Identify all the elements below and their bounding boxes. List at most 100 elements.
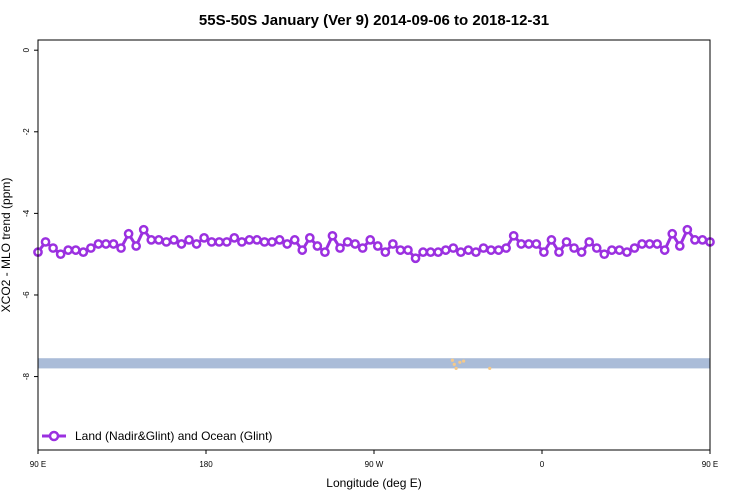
series-point [561, 237, 572, 247]
series-point [380, 247, 391, 257]
x-tick-label-1: 180 [199, 460, 213, 469]
series-point [584, 237, 595, 247]
series-point [304, 233, 315, 243]
series-point [622, 247, 632, 257]
y-tick-label-2: -4 [22, 209, 31, 217]
land-highlight-point-2 [454, 366, 458, 371]
series-point [546, 235, 557, 245]
x-tick-label-2: 90 W [365, 460, 384, 469]
series-point [48, 243, 58, 253]
series-point [161, 237, 172, 247]
series-point [40, 237, 51, 247]
series-point [659, 245, 670, 255]
series-point [350, 239, 360, 249]
series-point [131, 241, 142, 251]
series-point [697, 235, 708, 245]
land-highlight-point-5 [488, 366, 492, 371]
y-axis: 0 -2 -4 -6 -8 [22, 47, 38, 380]
series-point [516, 239, 527, 249]
y-tick-label-3: -6 [22, 291, 31, 299]
x-tick-label-3: 0 [540, 460, 545, 469]
x-axis: 90 E 180 90 W 0 90 E [30, 450, 718, 469]
series-point [455, 247, 466, 257]
series-point [478, 243, 489, 253]
series-point [289, 235, 300, 245]
series-point [440, 245, 451, 255]
y-axis-label: XCO2 - MLO trend (ppm) [0, 178, 13, 313]
series-point [410, 253, 421, 264]
series-point [138, 224, 149, 235]
x-tick-label-4: 90 E [702, 460, 718, 469]
series-point [252, 235, 262, 245]
series-point [297, 245, 308, 255]
series-point [395, 245, 406, 255]
series-point [682, 224, 693, 235]
series-point [637, 239, 647, 249]
series-point [169, 235, 179, 245]
series-point [523, 239, 534, 249]
series-point [101, 239, 111, 249]
series-point [259, 237, 270, 247]
series-point [629, 243, 640, 253]
series-point [372, 241, 383, 251]
series-point [327, 230, 338, 241]
series-point [599, 249, 610, 260]
series-point [433, 247, 444, 257]
series-point [63, 245, 74, 255]
series-point [267, 237, 277, 247]
series-point [146, 235, 157, 245]
series-point [539, 247, 549, 257]
legend: Land (Nadir&Glint) and Ocean (Glint) [42, 429, 272, 443]
series-point [191, 239, 202, 249]
series-point [153, 235, 164, 245]
series-point [667, 228, 678, 239]
series-point [674, 241, 685, 251]
series-point [335, 243, 345, 253]
series-point [206, 237, 217, 247]
series-point [463, 245, 474, 255]
series-point [221, 237, 232, 247]
series-point [418, 247, 428, 257]
series-point [644, 239, 655, 249]
series-point [229, 233, 240, 243]
series-point [116, 243, 126, 253]
series-point [93, 239, 104, 249]
series-point [320, 247, 330, 257]
series-point [282, 239, 293, 249]
series-point [591, 243, 602, 253]
series-point [448, 243, 459, 253]
series-point [606, 245, 617, 255]
legend-marker [48, 430, 60, 442]
series-point [312, 241, 323, 251]
land-highlight-point-0 [450, 358, 454, 362]
series-point [569, 243, 579, 253]
series-point [70, 245, 81, 255]
land-highlight-layer [450, 358, 492, 371]
series-point [531, 239, 542, 249]
series-point [614, 245, 625, 255]
series-point [274, 235, 285, 245]
series-point [486, 245, 496, 255]
series-point [690, 235, 700, 245]
chart-title: 55S-50S January (Ver 9) 2014-09-06 to 20… [199, 12, 549, 29]
series-point [108, 239, 119, 249]
series-point [244, 235, 255, 245]
series-point [576, 247, 587, 257]
series-point [78, 247, 89, 257]
series-point [199, 233, 209, 243]
series-point [214, 237, 225, 247]
series-point [471, 247, 481, 257]
series-point [403, 245, 413, 255]
series-point [86, 243, 96, 253]
ocean-band-layer [38, 358, 710, 369]
series-point [501, 243, 511, 253]
y-tick-label-4: -8 [22, 372, 31, 380]
series-point [554, 247, 564, 257]
ocean-band [38, 358, 710, 369]
y-tick-label-0: 0 [22, 47, 31, 52]
land-highlight-point-4 [462, 359, 466, 363]
series-point [365, 235, 376, 245]
series-point [493, 245, 504, 255]
series-layer [33, 224, 715, 264]
